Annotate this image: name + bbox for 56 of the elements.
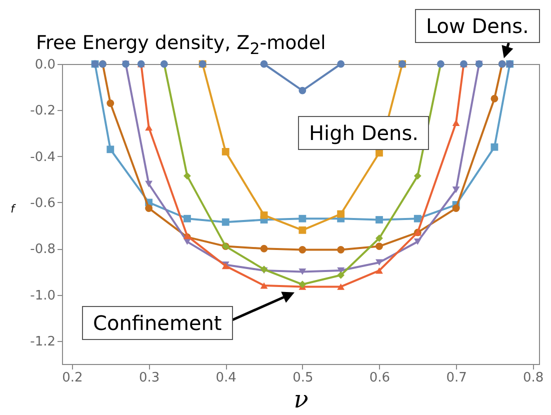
y-axis-title: f xyxy=(10,202,17,216)
point xyxy=(337,60,345,68)
point xyxy=(260,211,268,219)
point xyxy=(145,180,153,188)
x-tick-label: 0.7 xyxy=(446,370,467,386)
point xyxy=(260,282,268,289)
x-tick-label: 0.4 xyxy=(216,370,236,386)
point xyxy=(452,186,460,193)
x-axis-title: ν xyxy=(294,386,308,414)
point xyxy=(376,259,383,266)
point xyxy=(452,204,460,212)
point xyxy=(298,226,306,234)
point xyxy=(298,268,306,275)
x-tick-label: 0.5 xyxy=(292,370,314,386)
x-tick-label: 0.6 xyxy=(369,370,390,386)
point xyxy=(376,242,383,250)
y-tick-label: -0.8 xyxy=(30,242,56,258)
point xyxy=(452,120,460,126)
y-tick-label: -1.2 xyxy=(30,334,56,350)
point xyxy=(414,172,422,180)
annotation: Low Dens. xyxy=(415,9,540,43)
y-tick-label: -0.6 xyxy=(30,196,56,211)
y-tick-label: -0.4 xyxy=(30,150,56,165)
point xyxy=(376,216,383,224)
annotation: Confinement xyxy=(82,306,233,340)
point xyxy=(298,280,306,288)
point xyxy=(337,210,345,218)
point xyxy=(222,148,230,156)
point xyxy=(337,283,345,290)
point xyxy=(183,172,191,180)
point xyxy=(260,244,268,252)
point xyxy=(298,214,306,222)
point xyxy=(145,204,153,212)
chart-title: Free Energy density, Z$_{2}$-model xyxy=(36,32,326,58)
point xyxy=(222,218,230,226)
y-tick-label: 0.0 xyxy=(34,58,56,72)
point xyxy=(260,60,268,68)
x-tick-label: 0.3 xyxy=(138,370,160,386)
point xyxy=(106,100,114,107)
point xyxy=(490,143,498,151)
x-tick-label: 0.2 xyxy=(62,370,83,386)
point xyxy=(376,234,383,242)
point xyxy=(298,246,306,254)
point xyxy=(376,267,383,274)
point xyxy=(298,86,306,94)
point xyxy=(337,271,345,279)
point xyxy=(490,94,498,102)
x-tick-label: 0.8 xyxy=(523,370,544,386)
y-tick-label: -0.2 xyxy=(30,104,56,119)
point xyxy=(414,214,422,222)
point xyxy=(414,238,422,245)
point xyxy=(183,214,191,222)
y-tick-label: -1.0 xyxy=(30,288,56,304)
point xyxy=(106,146,114,154)
annotation: High Dens. xyxy=(298,116,430,150)
point xyxy=(337,246,345,254)
